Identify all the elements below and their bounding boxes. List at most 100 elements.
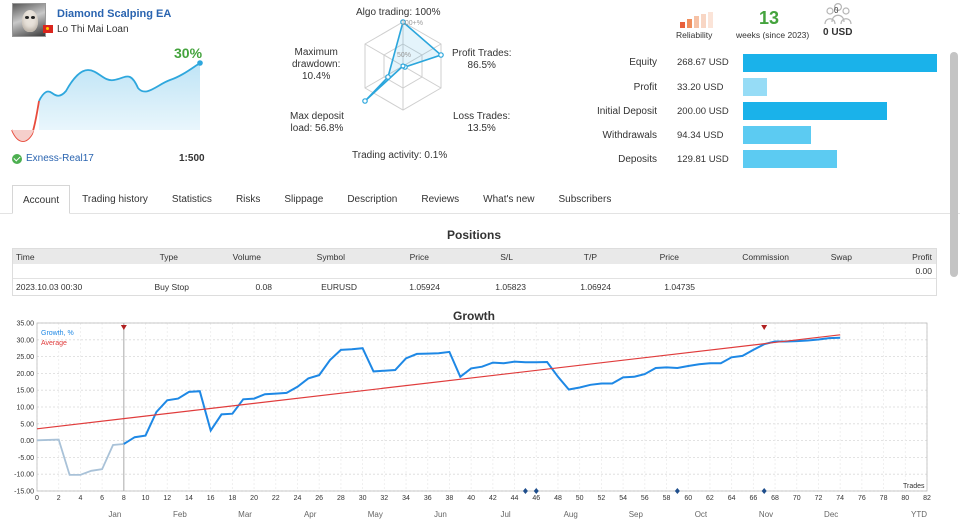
- profit-label: Profit: [633, 82, 657, 93]
- tab-reviews[interactable]: Reviews: [421, 194, 460, 205]
- y-tick-label: 10.00: [16, 405, 34, 412]
- initial-deposit-label: Initial Deposit: [596, 106, 657, 117]
- radar-chart: 100+% 50%: [362, 19, 444, 111]
- reliability-label: Reliability: [676, 30, 713, 40]
- tab-subscribers[interactable]: Subscribers: [558, 194, 612, 205]
- tab-statistics[interactable]: Statistics: [171, 194, 212, 205]
- tab-trading-history[interactable]: Trading history: [82, 194, 148, 205]
- x-tick-label: 66: [749, 495, 757, 502]
- x-tick-label: 50: [576, 495, 584, 502]
- x-tick-label: 32: [380, 495, 388, 502]
- x-tick-label: 36: [424, 495, 432, 502]
- positions-table: Time Type Volume Symbol Price S/L T/P Pr…: [12, 248, 937, 296]
- tab-description[interactable]: Description: [347, 194, 398, 205]
- positions-total-profit: 0.00: [915, 266, 932, 276]
- positions-title: Positions: [446, 228, 501, 242]
- tab-risks[interactable]: Risks: [235, 194, 261, 205]
- growth-chart: 0 2 4 6 8 10 12 14 16 18 20 22 24 26 28 30 32 34 36 38 40 42 4…: [14, 321, 931, 519]
- legend-growth: Growth, %: [41, 330, 74, 337]
- x-tick-label: 22: [272, 495, 280, 502]
- deposit-marker-icon: [120, 325, 127, 330]
- author-name[interactable]: Lo Thi Mai Loan: [57, 24, 129, 35]
- x-tick-label: 24: [294, 495, 302, 502]
- tab-slippage[interactable]: Slippage: [284, 194, 324, 205]
- subscribers-value: 0 USD: [823, 27, 853, 38]
- x-tick-label: 80: [901, 495, 909, 502]
- x-tick-label: 58: [663, 495, 671, 502]
- x-tick-label: 60: [684, 495, 692, 502]
- x-tick-label: 14: [185, 495, 193, 502]
- x-tick-label: 64: [728, 495, 736, 502]
- ytd-label: YTD: [911, 510, 927, 519]
- signal-title[interactable]: Diamond Scalping EA: [57, 8, 172, 20]
- y-tick-label: -5.00: [18, 455, 34, 462]
- x-tick-label: 48: [554, 495, 562, 502]
- x-tick-label: 30: [359, 495, 367, 502]
- month-label: Oct: [695, 510, 708, 519]
- x-tick-label: 28: [337, 495, 345, 502]
- radar-label-algo-trading: Algo trading: 100%: [356, 7, 441, 18]
- page-scrollbar[interactable]: [950, 52, 958, 277]
- y-tick-label: 0.00: [20, 438, 34, 445]
- author-avatar[interactable]: [12, 3, 46, 37]
- radar-scale-100: 100+%: [401, 20, 423, 27]
- tab-account[interactable]: Account: [12, 185, 71, 214]
- country-flag-icon: [43, 25, 53, 33]
- deposits-value: 129.81 USD: [677, 154, 729, 165]
- y-tick-label: 30.00: [16, 337, 34, 344]
- col-volume: Volume: [232, 251, 261, 262]
- table-row[interactable]: 2023.10.03 00:30 Buy Stop 0.08 EURUSD 1.…: [13, 279, 936, 295]
- radar-label-profit-trades: Profit Trades: 86.5%: [452, 48, 512, 71]
- radar-label-trading-activity: Trading activity: 0.1%: [352, 150, 448, 161]
- cell-type: Buy Stop: [154, 282, 190, 292]
- col-tp: T/P: [583, 251, 597, 262]
- radar-label-max-drawdown: Maximum drawdown: 10.4%: [292, 47, 341, 82]
- x-tick-label: 56: [641, 495, 649, 502]
- x-tick-label: 2: [57, 495, 61, 502]
- y-tick-label: 5.00: [20, 421, 34, 428]
- month-label: Nov: [759, 510, 773, 519]
- x-tick-label: 8: [122, 495, 126, 502]
- equity-bar: [743, 54, 937, 72]
- reliability-bars-icon: [680, 12, 713, 28]
- x-tick-label: 0: [35, 495, 39, 502]
- plot-frame: [36, 322, 928, 492]
- col-profit: Profit: [912, 251, 932, 262]
- initial-deposit-value: 200.00 USD: [677, 106, 729, 117]
- tab-whats-new[interactable]: What's new: [483, 194, 535, 205]
- broker-server-link[interactable]: Exness-Real17: [12, 153, 94, 164]
- month-label: Mar: [238, 510, 252, 519]
- col-commission: Commission: [742, 251, 789, 262]
- weeks-value: 13: [759, 8, 780, 28]
- deposits-label: Deposits: [618, 154, 657, 165]
- month-label: May: [368, 510, 383, 519]
- legend-average: Average: [41, 340, 67, 347]
- col-symbol: Symbol: [316, 251, 345, 262]
- trade-marker-icon: [761, 488, 767, 494]
- x-tick-label: 76: [858, 495, 866, 502]
- x-tick-label: 62: [706, 495, 714, 502]
- month-label: Jun: [434, 510, 447, 519]
- col-type: Type: [159, 251, 178, 262]
- col-time: Time: [16, 251, 35, 262]
- x-tick-label: 34: [402, 495, 410, 502]
- cell-price: 1.05924: [409, 282, 440, 292]
- x-tick-label: 42: [489, 495, 497, 502]
- deposits-bar: [743, 150, 837, 168]
- y-tick-label: -15.00: [14, 489, 34, 496]
- broker-server-label[interactable]: Exness-Real17: [26, 153, 94, 164]
- weeks-label: weeks (since 2023): [736, 30, 810, 40]
- trade-marker-icon: [533, 488, 539, 494]
- cell-sl: 1.05823: [495, 282, 526, 292]
- x-tick-label: 18: [228, 495, 236, 502]
- x-tick-label: 16: [207, 495, 215, 502]
- withdrawals-bar: [743, 126, 812, 144]
- month-label: Sep: [629, 510, 644, 519]
- month-label: Apr: [304, 510, 317, 519]
- cell-symbol[interactable]: EURUSD: [321, 282, 357, 292]
- mini-growth-chart: [11, 60, 203, 142]
- x-tick-label: 54: [619, 495, 627, 502]
- x-tick-label: 12: [163, 495, 171, 502]
- tab-bar: Account Trading history Statistics Risks…: [12, 185, 948, 214]
- cell-tp: 1.06924: [580, 282, 611, 292]
